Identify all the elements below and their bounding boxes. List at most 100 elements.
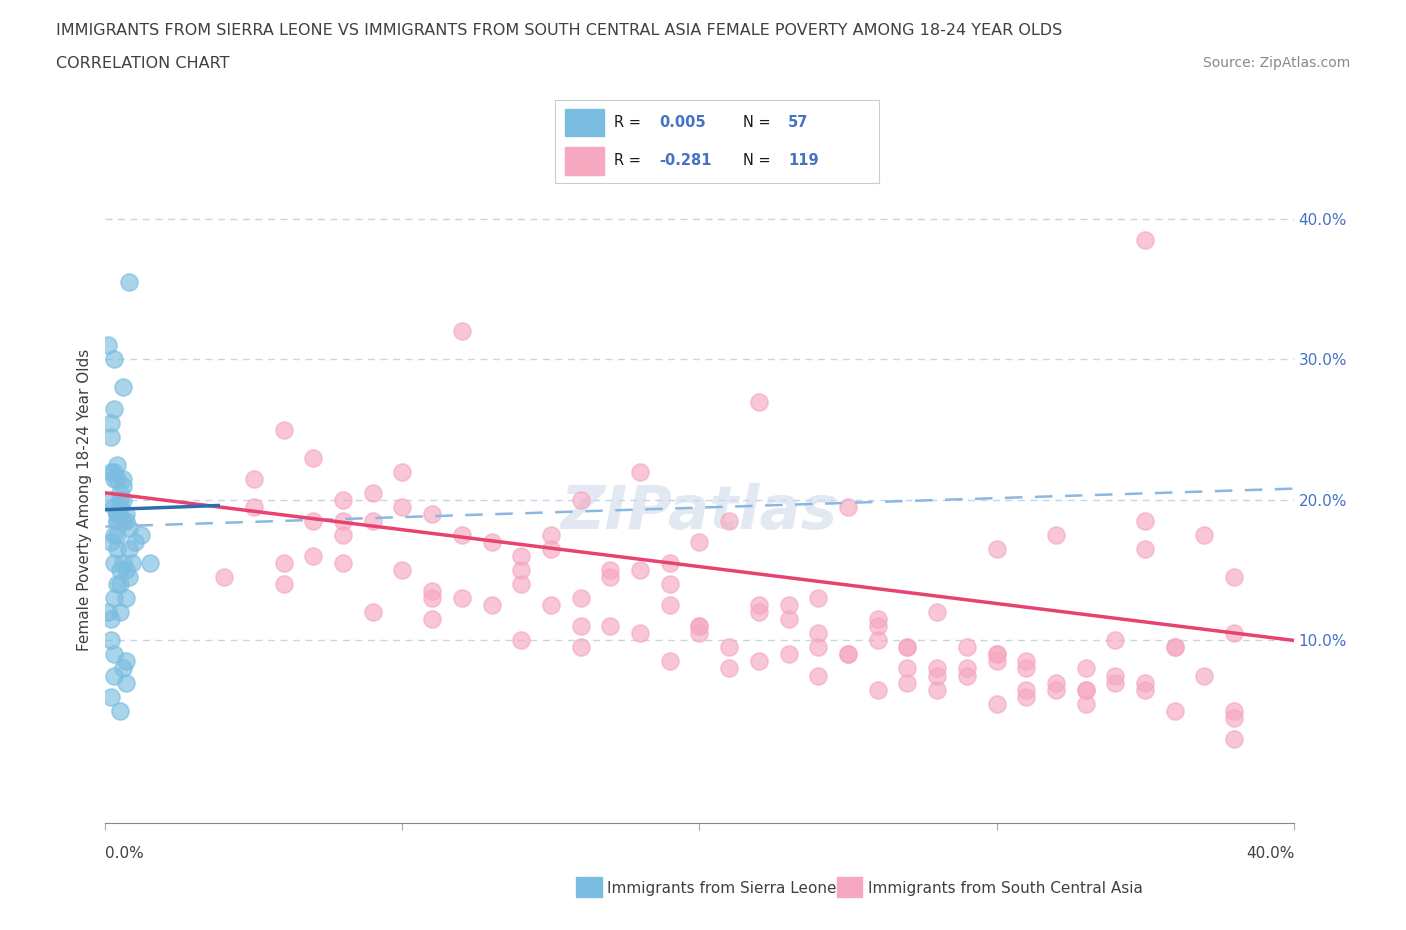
Text: Immigrants from South Central Asia: Immigrants from South Central Asia <box>868 881 1143 896</box>
Point <box>986 647 1008 662</box>
Point <box>1133 513 1156 528</box>
Point <box>332 527 354 542</box>
Point <box>103 668 125 683</box>
Point <box>105 541 128 556</box>
Point <box>391 563 413 578</box>
Text: 119: 119 <box>789 153 818 168</box>
Text: -0.281: -0.281 <box>659 153 711 168</box>
Point <box>748 654 770 669</box>
Point <box>103 401 125 416</box>
Point <box>105 472 128 486</box>
Point <box>105 507 128 522</box>
Point <box>1223 711 1246 725</box>
Point <box>105 507 128 522</box>
Point <box>896 675 918 690</box>
Point <box>569 591 592 605</box>
Point <box>1133 682 1156 697</box>
Point <box>569 640 592 655</box>
Point <box>837 499 859 514</box>
Point <box>332 493 354 508</box>
Point <box>139 555 162 570</box>
Point <box>124 535 146 550</box>
Text: Immigrants from Sierra Leone: Immigrants from Sierra Leone <box>607 881 837 896</box>
Point <box>112 472 135 486</box>
Y-axis label: Female Poverty Among 18-24 Year Olds: Female Poverty Among 18-24 Year Olds <box>77 349 93 651</box>
Point <box>420 591 443 605</box>
Point <box>1074 661 1097 676</box>
Text: 0.0%: 0.0% <box>105 846 145 861</box>
Point <box>105 513 128 528</box>
Point <box>1223 626 1246 641</box>
Point <box>103 647 125 662</box>
Point <box>115 591 138 605</box>
Point <box>118 521 141 536</box>
Point <box>510 563 533 578</box>
Point <box>110 703 132 718</box>
Point <box>103 464 125 479</box>
Text: R =: R = <box>613 115 645 130</box>
Point <box>115 563 138 578</box>
Point <box>927 604 949 619</box>
Text: CORRELATION CHART: CORRELATION CHART <box>56 56 229 71</box>
Point <box>273 422 295 437</box>
Point <box>450 591 472 605</box>
Point <box>105 458 128 472</box>
Point <box>112 493 135 508</box>
Point <box>658 555 681 570</box>
Point <box>332 555 354 570</box>
Point <box>1104 633 1126 648</box>
Point <box>1104 668 1126 683</box>
Point <box>110 577 132 591</box>
Point <box>273 577 295 591</box>
Point <box>718 513 741 528</box>
Point <box>103 352 125 366</box>
Point <box>118 541 141 556</box>
Bar <box>565 147 605 175</box>
Point <box>540 541 562 556</box>
Point <box>866 682 889 697</box>
Point <box>748 394 770 409</box>
Point <box>115 675 138 690</box>
Point <box>807 591 830 605</box>
Point <box>112 513 135 528</box>
Point <box>302 549 325 564</box>
Point <box>97 604 120 619</box>
Point <box>302 513 325 528</box>
Point <box>100 430 122 445</box>
Point <box>110 493 132 508</box>
Point <box>103 555 125 570</box>
Point <box>1045 675 1067 690</box>
Point <box>956 668 979 683</box>
Point <box>450 527 472 542</box>
Point <box>866 633 889 648</box>
Point <box>302 450 325 465</box>
Point <box>103 472 125 486</box>
Point <box>110 485 132 500</box>
Point <box>420 612 443 627</box>
Point <box>986 697 1008 711</box>
Point <box>986 647 1008 662</box>
Point <box>658 577 681 591</box>
Point <box>1045 682 1067 697</box>
Point <box>689 535 711 550</box>
Point <box>628 464 651 479</box>
Point <box>807 640 830 655</box>
Point <box>1164 640 1187 655</box>
Point <box>540 527 562 542</box>
Point <box>866 612 889 627</box>
Point <box>1133 675 1156 690</box>
Point <box>110 604 132 619</box>
Point <box>103 591 125 605</box>
Point <box>569 618 592 633</box>
Point <box>658 598 681 613</box>
Point <box>510 577 533 591</box>
Point <box>110 499 132 514</box>
Point <box>1164 703 1187 718</box>
Point <box>1223 570 1246 585</box>
Point <box>243 499 266 514</box>
Point <box>689 626 711 641</box>
Point <box>1133 232 1156 247</box>
Point <box>105 513 128 528</box>
Point <box>837 647 859 662</box>
Point <box>689 618 711 633</box>
